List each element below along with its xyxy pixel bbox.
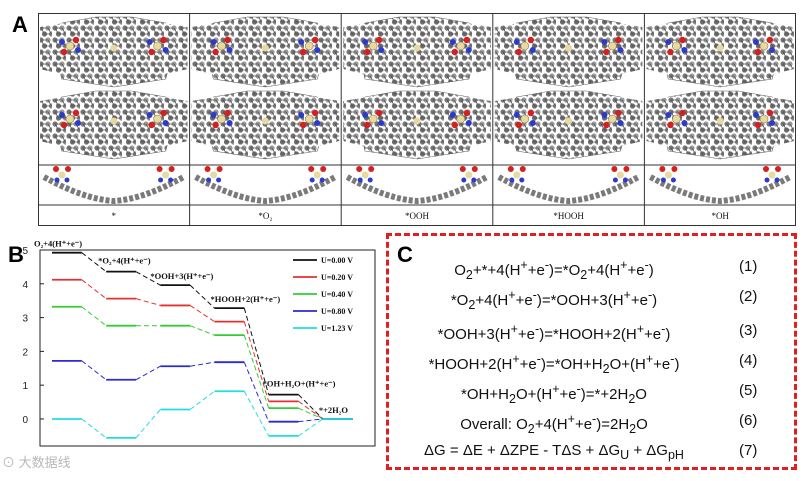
legend-item: U=0.20 V [293,273,353,282]
energy-connector [243,362,270,422]
legend-label: U=0.80 V [321,307,353,316]
energy-connector [298,418,324,437]
energy-connector [298,407,324,420]
y-tick-label: 1 [22,381,28,392]
legend-item: U=1.23 V [293,324,353,333]
equation-text: O2+*+4(H++e-)=*O2+4(H++e-) [454,258,654,282]
energy-connector [135,271,161,286]
watermark-text: ⊙ 大数据线 [2,455,71,470]
energy-series [52,390,353,439]
legend-label: U=0.40 V [321,290,353,299]
energy-connector [81,279,107,300]
panel-label-a: A [12,12,28,37]
equation-number: (1) [739,258,758,275]
energy-connector [81,418,107,439]
structure-label: *HOOH [553,211,584,221]
step-label: *OH+H₂O+(H⁺+e⁻) [263,379,336,389]
y-tick-label: 4 [22,280,28,291]
step-label: *OOH+3(H⁺+e⁻) [150,271,213,281]
energy-connector [298,394,324,420]
equation-row: Overall: O2+4(H++e-)=2H2O (6) [389,412,794,438]
legend-label: U=0.00 V [321,256,353,265]
energy-connector [81,360,107,381]
equation-row: *O2+4(H++e-)=*OOH+3(H++e-) (2) [389,288,794,314]
y-tick-label: 5 [22,246,28,257]
structure-panel: * *O₂ *OOH *HOOH *OH [38,13,796,226]
equation-number: (4) [739,352,758,369]
energy-connector [135,365,161,381]
equation-number: (6) [739,412,758,429]
equation-text: Overall: O2+4(H++e-)=2H2O [460,412,648,436]
equation-text: ΔG = ΔE + ΔZPE - TΔS + ΔGU + ΔGpH [424,442,684,462]
step-label: *+2H₂O [319,405,349,415]
energy-connector [243,391,270,437]
energy-diagram: 0 1 2 3 4 5 O₂+4(H⁺+e⁻) *O₂+4(H⁺+e⁻) *OOH+3(H⁺+… [22,239,376,447]
structure-cell: *HOOH [492,13,643,226]
equation-text: *OOH+3(H++e-)=*HOOH+2(H++e-) [437,322,671,343]
legend-item: U=0.00 V [293,256,353,265]
energy-connector [81,306,107,327]
structure-grid: * *O₂ *OOH *HOOH *OH [38,13,796,226]
legend-item: U=0.40 V [293,290,353,299]
plot-frame [39,249,376,447]
y-tick-label: 0 [22,415,28,426]
equation-text: *O2+4(H++e-)=*OOH+3(H++e-) [450,288,658,312]
energy-connector [189,325,215,336]
equation-text: *HOOH+2(H++e-)=*OH+H2O+(H++e-) [428,352,680,376]
legend-item: U=0.80 V [293,307,353,316]
equation-text: *OH+H2O+(H++e-)=*+2H2O [461,382,647,406]
structure-cell: *O₂ [189,13,340,226]
energy-series [52,278,353,420]
step-label: *O₂+4(H⁺+e⁻) [98,256,151,266]
energy-connector [135,409,161,439]
energy-diagram-panel: 0 1 2 3 4 5 O₂+4(H⁺+e⁻) *O₂+4(H⁺+e⁻) *OOH+3(H⁺+… [0,238,385,476]
structure-cell: *OH [643,13,794,226]
structure-label: * [112,211,117,221]
structure-cell: * [40,16,188,221]
energy-connector [190,361,215,367]
equation-number: (5) [739,382,758,399]
y-tick-label: 2 [22,347,28,358]
equation-row: ΔG = ΔE + ΔZPE - TΔS + ΔGU + ΔGpH (7) [389,442,794,468]
legend-label: U=0.20 V [321,273,353,282]
equation-row: O2+*+4(H++e-)=*O2+4(H++e-) (1) [389,258,794,284]
energy-connector [135,298,161,306]
energy-connector [81,252,107,273]
panel-label-b: B [8,242,24,267]
energy-connector [189,390,215,410]
step-label: *HOOH+2(H⁺+e⁻) [211,294,281,304]
energy-connector [243,307,270,395]
energy-connector [243,321,270,402]
energy-series [52,305,353,420]
equation-row: *OH+H2O+(H++e-)=*+2H2O (5) [389,382,794,408]
equation-row: *OOH+3(H++e-)=*HOOH+2(H++e-) (3) [389,322,794,348]
equation-row: *HOOH+2(H++e-)=*OH+H2O+(H++e-) (4) [389,352,794,378]
energy-connector [243,335,270,409]
energy-connector [298,400,324,420]
equation-number: (3) [739,322,758,339]
legend-label: U=1.23 V [321,324,353,333]
equation-number: (7) [739,442,758,459]
energy-connector [189,305,215,323]
panel-label-c: C [397,242,413,267]
structure-label: *OOH [405,211,429,221]
equation-number: (2) [739,288,758,305]
energy-connector [298,418,323,423]
structure-label: *O₂ [258,211,272,221]
step-label: O₂+4(H⁺+e⁻) [34,239,82,249]
energy-connector [189,284,215,309]
structure-label: *OH [711,211,729,221]
structure-cell: *OOH [340,13,491,226]
y-tick-label: 3 [22,314,28,325]
equations-panel: O2+*+4(H++e-)=*O2+4(H++e-) (1) *O2+4(H++e-… [386,233,797,470]
